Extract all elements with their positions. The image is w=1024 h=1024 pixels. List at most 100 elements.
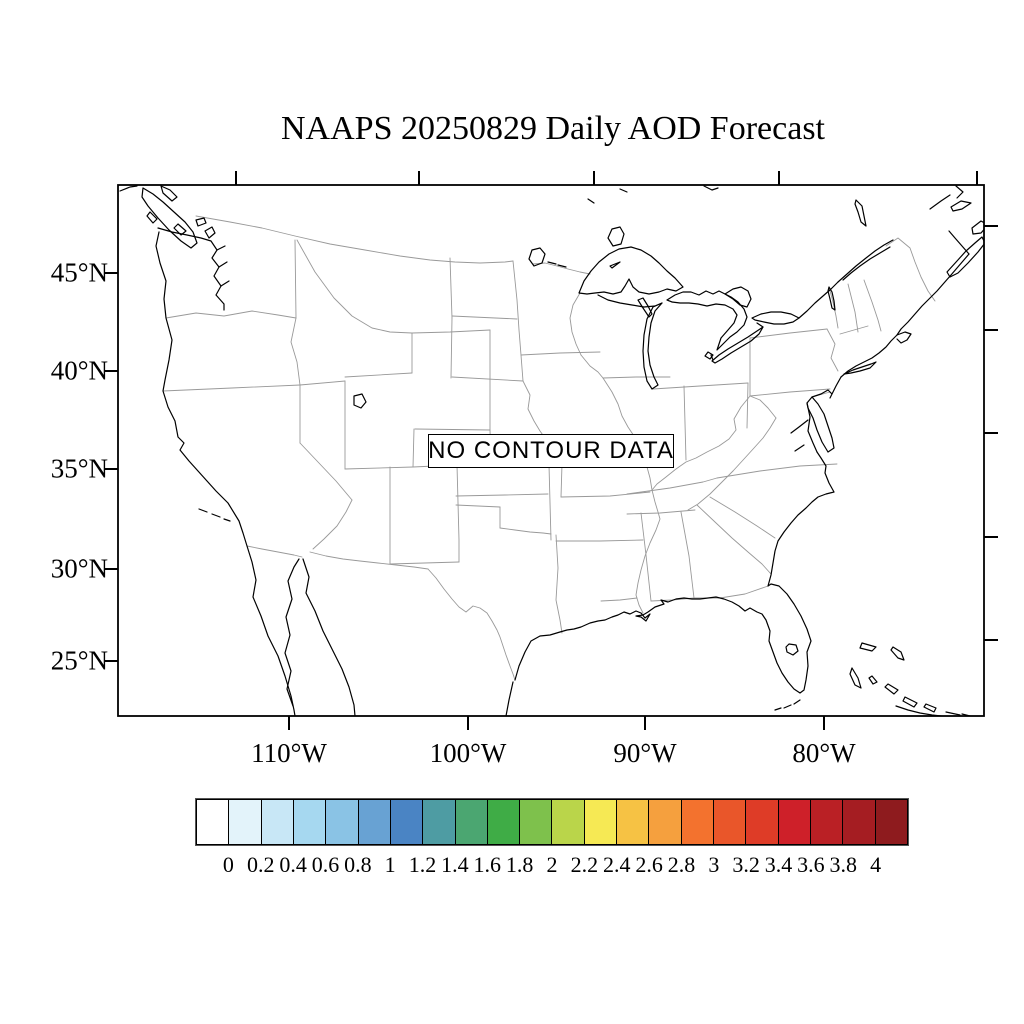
colorbar-cell — [389, 799, 423, 845]
colorbar-cell — [357, 799, 390, 845]
state-border-line — [532, 262, 591, 275]
state-border-line — [626, 509, 696, 515]
coastline-path — [849, 667, 862, 689]
coastline-path — [119, 185, 138, 192]
coastline-path — [837, 239, 894, 283]
coastline-path — [173, 223, 187, 236]
state-border-line — [299, 380, 346, 386]
colorbar-cell — [422, 799, 455, 845]
coastline-path — [607, 226, 625, 247]
colorbar-cell — [616, 799, 649, 845]
coastline-path — [711, 326, 764, 364]
state-border-line — [683, 385, 687, 461]
state-border-line — [709, 496, 776, 539]
coastline-path — [827, 286, 836, 311]
coastline-path — [790, 419, 809, 434]
colorbar-cell — [648, 799, 681, 845]
coastline-path — [948, 230, 970, 255]
state-border-line — [411, 329, 491, 334]
state-border-line — [296, 239, 413, 334]
coastline-path — [724, 286, 752, 308]
coastline-path — [597, 294, 663, 308]
map-frame — [117, 184, 985, 717]
state-border-line — [165, 310, 297, 319]
state-border-line — [389, 561, 460, 565]
state-border-line — [885, 237, 936, 302]
latitude-label: 25°N — [50, 645, 108, 676]
state-border-line — [412, 428, 415, 468]
state-border-line — [344, 372, 413, 378]
coastline-path — [955, 185, 964, 199]
coastline-layer — [119, 185, 984, 716]
colorbar-tick-label: 1.4 — [441, 852, 469, 877]
coastline-path — [811, 376, 842, 399]
state-border-line — [732, 417, 777, 472]
colorbar-tick-label: 3 — [708, 852, 720, 877]
state-border-line — [195, 215, 514, 264]
colorbar-cell — [228, 799, 261, 845]
colorbar-cell — [325, 799, 358, 845]
coastline-path — [223, 518, 231, 522]
state-border-line — [826, 328, 839, 372]
state-border-line — [455, 493, 549, 497]
colorbar-tick-label: 2 — [546, 852, 558, 877]
colorbar-tick-label: 0.8 — [344, 852, 372, 877]
state-border-line — [450, 317, 453, 379]
coastline-path — [284, 558, 300, 707]
state-border-line — [847, 283, 859, 333]
colorbar-tick-label: 2.8 — [667, 852, 696, 877]
coastline-path — [302, 558, 356, 716]
coastline-path — [155, 231, 296, 716]
latitude-label: 30°N — [50, 553, 108, 584]
state-border-line — [749, 395, 777, 419]
colorbar-cell — [713, 799, 746, 845]
state-border-line — [414, 428, 491, 431]
coastline-path — [505, 681, 514, 716]
coastline-path — [785, 643, 799, 656]
state-border-line — [427, 568, 516, 681]
coastline-path — [204, 226, 216, 239]
coastline-path — [945, 711, 961, 716]
colorbar-tick-label: 1.8 — [505, 852, 534, 877]
coastline-path — [854, 199, 867, 227]
state-border-line — [294, 239, 297, 319]
coastline-path — [578, 246, 684, 295]
state-border-line — [863, 279, 882, 332]
state-border-line — [746, 382, 749, 429]
state-border-line — [499, 527, 552, 535]
coastline-path — [842, 246, 891, 281]
state-border-line — [456, 464, 460, 563]
coastline-path — [806, 402, 818, 453]
state-border-line — [312, 499, 353, 550]
colorbar-cell — [777, 799, 810, 845]
colorbar-cell — [519, 799, 552, 845]
state-border-line — [600, 597, 638, 602]
colorbar-cell — [842, 799, 875, 845]
longitude-label: 90°W — [613, 738, 677, 768]
coastline-path — [793, 699, 801, 705]
state-border-line — [299, 442, 353, 501]
coastline-path — [884, 683, 899, 695]
latitude-label: 45°N — [50, 257, 108, 288]
colorbar-cell — [680, 799, 713, 845]
longitude-label: 100°W — [429, 738, 507, 768]
coastline-path — [798, 281, 839, 319]
no-contour-data-label: NO CONTOUR DATA — [428, 437, 674, 464]
state-border-line — [569, 292, 582, 356]
coastline-path — [547, 261, 557, 265]
coastline-path — [637, 297, 653, 318]
latitude-label: 40°N — [50, 355, 108, 386]
colorbar-cell — [551, 799, 584, 845]
state-border-line — [451, 315, 518, 320]
colorbar-cell — [486, 799, 520, 845]
colorbar-tick-label: 0.4 — [279, 852, 307, 877]
coastline-path — [946, 236, 984, 278]
colorbar-tick-label: 1 — [384, 852, 396, 877]
coastline-path — [774, 707, 782, 711]
coastline-path — [528, 247, 546, 267]
coastline-path — [666, 290, 748, 351]
coastline-path — [141, 187, 198, 249]
coastline-path — [806, 396, 835, 453]
coastline-path — [211, 513, 221, 518]
state-border-line — [749, 388, 831, 397]
